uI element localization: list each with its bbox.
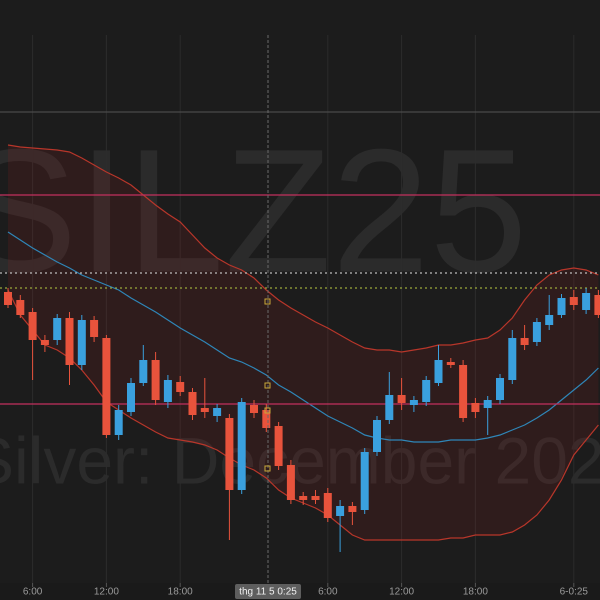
candles xyxy=(4,288,600,552)
candle-body xyxy=(114,410,123,435)
candle-body xyxy=(151,360,160,400)
x-tick-label: 12:00 xyxy=(94,587,119,598)
candle-body xyxy=(385,395,394,420)
candle-body xyxy=(569,297,578,305)
candle-body xyxy=(250,405,258,413)
candle-body xyxy=(323,493,332,518)
x-tick-label: 6:00 xyxy=(318,587,338,598)
x-tick-label: 6-0:25 xyxy=(560,587,589,598)
candle-body xyxy=(4,292,12,305)
candle-body xyxy=(16,300,25,315)
crosshair-label: thg 11 5 0:25 xyxy=(239,587,297,598)
crosshair-label-box xyxy=(235,584,301,599)
candle-body xyxy=(274,426,283,466)
candle-body xyxy=(520,338,529,345)
x-tick-label: 18:00 xyxy=(168,587,193,598)
x-tick-label: 6:00 xyxy=(23,587,43,598)
candle-body xyxy=(471,403,480,412)
band-upper xyxy=(7,144,599,353)
candle-body xyxy=(40,340,49,345)
candle-body xyxy=(237,402,246,490)
candle-body xyxy=(360,452,369,510)
crosshair-marker xyxy=(264,298,271,305)
candle-body xyxy=(286,465,295,500)
candle-body xyxy=(397,395,406,403)
candle-body xyxy=(422,380,431,402)
candle-body xyxy=(127,383,135,412)
candle-body xyxy=(262,410,271,428)
candle-body xyxy=(508,338,517,380)
candle-body xyxy=(483,400,492,408)
candle-body xyxy=(496,378,504,400)
candle-body xyxy=(594,295,600,315)
candle-body xyxy=(90,320,99,337)
candle-body xyxy=(200,408,209,412)
x-tick-label: 18:00 xyxy=(463,587,488,598)
watermark-symbol: SILZ25 xyxy=(0,113,527,309)
candle-body xyxy=(299,496,308,500)
candle-body xyxy=(459,365,468,418)
candle-body xyxy=(373,420,381,452)
candle-body xyxy=(557,298,566,315)
crosshair-marker xyxy=(264,465,271,472)
candle-body xyxy=(225,418,234,490)
crosshair-marker xyxy=(264,407,271,414)
candle-body xyxy=(434,360,443,383)
candle-body xyxy=(336,506,345,516)
band-fill xyxy=(8,145,599,540)
candle-body xyxy=(532,322,541,342)
candle-body xyxy=(65,318,74,365)
candle-body xyxy=(77,320,86,365)
candle-body xyxy=(28,312,37,340)
watermark-name: Silver: December 2025 xyxy=(0,423,600,497)
candle-body xyxy=(409,400,418,405)
candle-body xyxy=(311,496,320,500)
candle-body xyxy=(348,506,357,512)
candle-body xyxy=(446,362,455,365)
candle-body xyxy=(545,315,554,325)
candle-body xyxy=(53,318,62,340)
candle-body xyxy=(163,380,172,402)
x-tick-label: 12:00 xyxy=(389,587,414,598)
candle-body xyxy=(139,360,148,383)
candle-body xyxy=(213,408,222,416)
band-middle xyxy=(7,231,599,443)
candle-body xyxy=(582,293,591,310)
candle-body xyxy=(188,392,197,415)
candle-body xyxy=(176,382,185,392)
crosshair-marker xyxy=(264,382,271,389)
crosshair xyxy=(264,35,271,584)
candle-body xyxy=(102,338,111,435)
